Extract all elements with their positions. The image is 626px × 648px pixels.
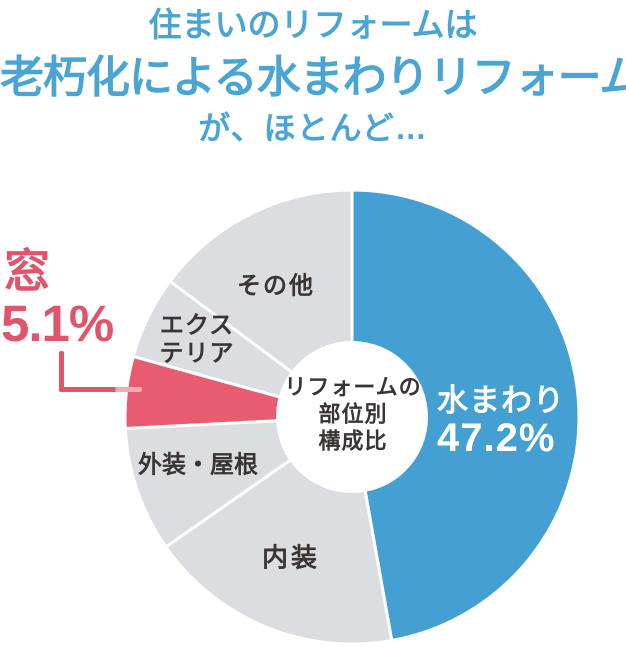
pie-center-label: リフォームの 部位別 構成比: [284, 374, 421, 455]
center-label-line-2: 部位別: [318, 401, 388, 427]
slice-label-mizumawari: 水まわり 47.2%: [437, 382, 565, 460]
mizumawari-percent: 47.2%: [437, 416, 556, 460]
center-label-line-1: リフォームの: [284, 374, 422, 400]
slice-label-naiso: 内装: [261, 542, 321, 573]
callout-line-horizontal: [59, 387, 142, 392]
slice-label-sonota: その他: [237, 272, 315, 300]
title-line-3: が、ほとんど…: [198, 110, 428, 146]
callout-line-vertical: [59, 351, 64, 392]
exterior-line-1: エクス: [159, 312, 235, 339]
mizumawari-name: 水まわり: [437, 383, 565, 418]
center-label-line-3: 構成比: [318, 428, 388, 454]
title-line-2: 老朽化による水まわりリフォーム: [0, 53, 626, 102]
title-line-1: 住まいのリフォームは: [148, 6, 478, 43]
mado-callout-value: 5.1%: [1, 295, 114, 352]
mado-callout-name: 窓: [4, 245, 50, 297]
slice-label-exterior: エクス テリア: [160, 312, 235, 368]
donut-hole: [276, 341, 428, 493]
slice-label-gaiso-yane: 外装・屋根: [138, 451, 258, 479]
pie-slice-0: [350, 188, 581, 643]
exterior-line-2: テリア: [159, 340, 235, 367]
